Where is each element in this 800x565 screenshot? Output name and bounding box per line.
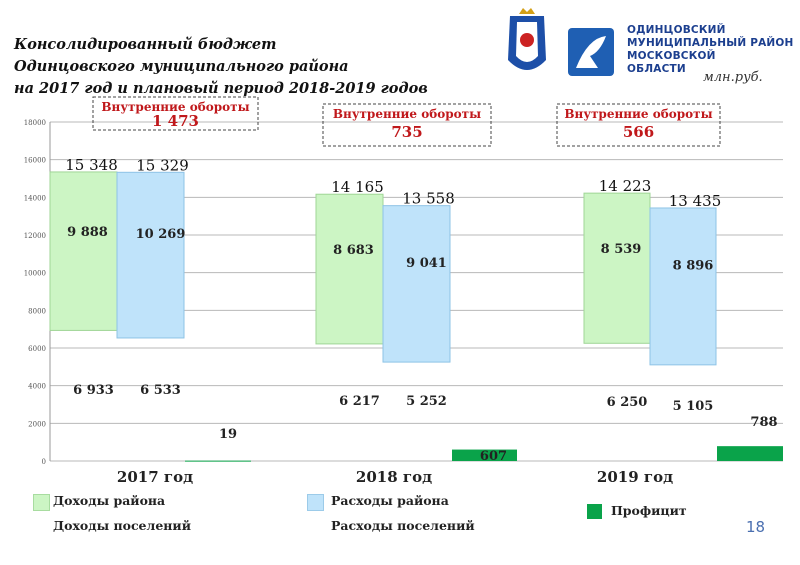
y-tick-label: 2000 <box>28 420 46 428</box>
surplus-label: 788 <box>750 415 777 430</box>
title-line-3: на 2017 год и плановый период 2018-2019 … <box>14 80 428 97</box>
legend-expense-settlements: Расходы поселений <box>331 518 475 533</box>
y-tick-label: 8000 <box>28 307 46 315</box>
expense-settlements-label: 5 252 <box>406 394 447 409</box>
legend-expense-region: Расходы района <box>331 493 449 508</box>
internal-turnover-value: 1 473 <box>152 112 199 130</box>
expense-bar <box>382 205 451 363</box>
income-region-label: 8 539 <box>601 242 642 257</box>
surplus-bar <box>452 449 517 461</box>
org-line-2: МУНИЦИПАЛЬНЫЙ РАЙОН <box>627 37 794 49</box>
surplus-label: 607 <box>480 449 507 464</box>
org-line-4: ОБЛАСТИ <box>627 63 686 75</box>
internal-turnover-value: 566 <box>623 123 654 141</box>
year-label: 2017 год <box>117 468 193 486</box>
org-name: ОДИНЦОВСКИЙ МУНИЦИПАЛЬНЫЙ РАЙОН МОСКОВСК… <box>627 24 794 76</box>
legend-surplus: Профицит <box>611 503 687 518</box>
internal-turnover-box <box>556 103 721 147</box>
expense-total-label: 13 558 <box>402 190 455 208</box>
units-label: млн.руб. <box>703 70 763 85</box>
internal-turnover-value: 735 <box>391 123 422 141</box>
y-tick-label: 10000 <box>24 270 46 278</box>
y-tick-label: 0 <box>42 458 46 466</box>
y-tick-label: 16000 <box>24 157 46 165</box>
y-tick-label: 18000 <box>24 119 46 127</box>
y-tick-label: 12000 <box>24 232 46 240</box>
expense-region-label: 10 269 <box>136 227 186 242</box>
income-bar <box>315 193 384 345</box>
y-tick-label: 4000 <box>28 383 46 391</box>
legend-income-region: Доходы района <box>53 493 166 508</box>
income-settlements-label: 6 933 <box>73 383 114 398</box>
legend-income-settlements: Доходы поселений <box>53 518 191 533</box>
expense-total-label: 13 435 <box>669 192 722 210</box>
internal-turnover-title: Внутренние обороты <box>101 100 249 114</box>
page-title: Консолидированный бюджет Одинцовского му… <box>14 34 428 100</box>
expense-settlements-label: 6 533 <box>140 383 181 398</box>
page-number: 18 <box>746 518 766 536</box>
title-line-1: Консолидированный бюджет <box>14 36 277 53</box>
income-settlements-label: 6 250 <box>607 395 648 410</box>
income-total-label: 15 348 <box>65 156 118 174</box>
income-bar <box>49 171 118 331</box>
income-bar <box>583 192 651 344</box>
internal-turnover-box <box>92 96 259 131</box>
legend-income-swatch <box>33 494 50 511</box>
expense-region-label: 9 041 <box>406 256 447 271</box>
income-settlements-label: 6 217 <box>339 394 380 409</box>
income-total-label: 14 165 <box>331 178 384 196</box>
title-line-2: Одинцовского муниципального района <box>14 58 349 75</box>
year-label: 2019 год <box>597 468 673 486</box>
income-region-label: 8 683 <box>333 243 374 258</box>
expense-total-label: 15 329 <box>136 156 189 174</box>
internal-turnover-title: Внутренние обороты <box>333 107 481 121</box>
expense-settlements-label: 5 105 <box>673 399 714 414</box>
y-tick-label: 14000 <box>24 194 46 202</box>
expense-bar <box>116 171 185 339</box>
internal-turnover-title: Внутренние обороты <box>564 107 712 121</box>
org-line-3: МОСКОВСКОЙ <box>627 50 716 62</box>
expense-bar <box>649 207 717 366</box>
surplus-label: 19 <box>219 427 237 442</box>
legend-expense-swatch <box>307 494 324 511</box>
y-tick-label: 6000 <box>28 345 46 353</box>
year-label: 2018 год <box>356 468 432 486</box>
expense-region-label: 8 896 <box>673 258 714 273</box>
surplus-bar <box>185 460 251 462</box>
legend-surplus-swatch <box>587 504 602 519</box>
income-total-label: 14 223 <box>599 177 652 195</box>
surplus-bar <box>717 446 783 461</box>
income-region-label: 9 888 <box>67 225 108 240</box>
org-line-1: ОДИНЦОВСКИЙ <box>627 24 726 36</box>
